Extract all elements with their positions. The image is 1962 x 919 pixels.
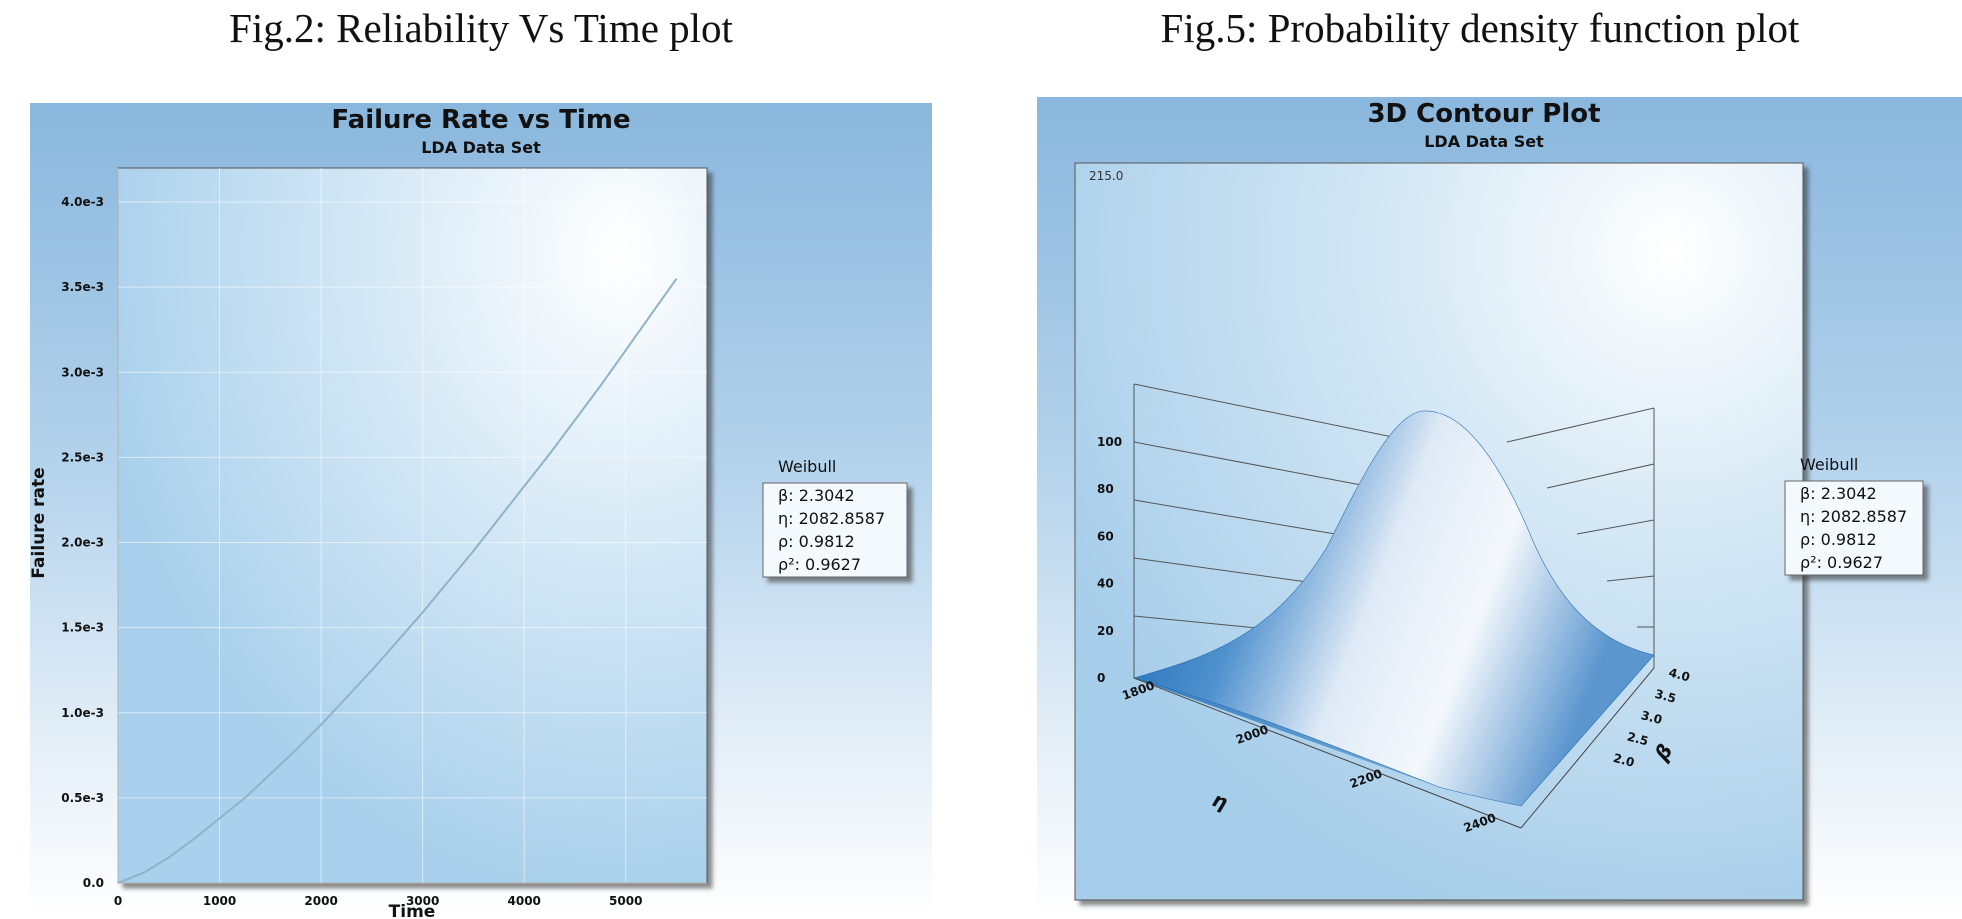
- beta-tick-label: 3.5: [1653, 687, 1677, 706]
- z-tick-label: 0: [1097, 671, 1105, 685]
- series-line-failure-rate[interactable]: [117, 278, 678, 884]
- legend-line-eta: η: 2082.8587: [1800, 507, 1907, 526]
- y-tick-label: 3.0e-3: [61, 365, 104, 379]
- y-tick-label: 3.5e-3: [61, 280, 104, 294]
- grid-lines: [117, 168, 707, 884]
- front-axes: [1133, 667, 1655, 829]
- figure-caption-right: Fig.5: Probability density function plot: [1160, 5, 1800, 51]
- x-tick-label: 3000: [406, 894, 439, 908]
- legend-box: [762, 482, 908, 578]
- beta-tick-label: 4.0: [1667, 665, 1691, 684]
- legend-line-beta: β: 2.3042: [778, 486, 855, 505]
- figure-caption-left: Fig.2: Reliability Vs Time plot: [229, 5, 733, 51]
- z-tick-label: 100: [1097, 435, 1122, 449]
- chart-subtitle: LDA Data Set: [1424, 132, 1544, 151]
- legend-title: Weibull: [1800, 455, 1858, 474]
- axis-ticks: 0 1000 2000 3000 4000 5000 0.0 0.5e-3 1.0e-3 1.5e…: [61, 195, 642, 908]
- beta-tick-label: 3.0: [1639, 708, 1663, 727]
- failure-rate-chart: Failure Rate vs Time LDA Data Set 0 1000 2…: [30, 105, 908, 919]
- x-tick-label: 0: [114, 894, 122, 908]
- legend-line-eta: η: 2082.8587: [778, 509, 885, 528]
- z-tick-label: 40: [1097, 577, 1114, 591]
- beta-axis-ticks: 2.0 2.5 3.0 3.5 4.0: [1612, 665, 1692, 769]
- legend-box: [1784, 480, 1924, 576]
- surface-peak[interactable]: [1132, 410, 1655, 807]
- back-walls: [1133, 383, 1655, 678]
- z-axis-ticks: 0 20 40 60 80 100: [1097, 435, 1122, 685]
- y-tick-label: 0.5e-3: [61, 791, 104, 805]
- legend-line-beta: β: 2.3042: [1800, 484, 1877, 503]
- chart-subtitle: LDA Data Set: [421, 138, 541, 157]
- chart-title: Failure Rate vs Time: [331, 105, 630, 135]
- legend-title: Weibull: [778, 457, 836, 476]
- legend-line-rho: ρ: 0.9812: [778, 532, 855, 551]
- x-axis-label: Time: [389, 902, 436, 919]
- x-tick-label: 1000: [203, 894, 236, 908]
- legend: Weibull β: 2.3042 η: 2082.8587 ρ: 0.9812…: [1784, 455, 1924, 576]
- legend-line-rho-squared: ρ²: 0.9627: [778, 555, 861, 574]
- y-tick-label: 2.5e-3: [61, 450, 104, 464]
- plot-area: [117, 167, 708, 884]
- x-tick-label: 5000: [609, 894, 642, 908]
- y-tick-label: 1.5e-3: [61, 621, 104, 635]
- x-tick-label: 2000: [304, 894, 337, 908]
- x-tick-label: 4000: [508, 894, 541, 908]
- contour-plot-chart: 3D Contour Plot LDA Data Set 215.0 0 20 40…: [1074, 99, 1924, 901]
- y-tick-label: 1.0e-3: [61, 706, 104, 720]
- corner-value-label: 215.0: [1089, 169, 1123, 183]
- beta-tick-label: 2.0: [1612, 751, 1636, 770]
- y-tick-label: 4.0e-3: [61, 195, 104, 209]
- legend: Weibull β: 2.3042 η: 2082.8587 ρ: 0.9812…: [762, 457, 908, 578]
- y-axis-label: Failure rate: [30, 467, 49, 578]
- failure-rate-chart-panel: Failure Rate vs Time LDA Data Set 0 1000 2…: [30, 103, 932, 919]
- chart-title: 3D Contour Plot: [1367, 99, 1600, 129]
- legend-line-rho: ρ: 0.9812: [1800, 530, 1877, 549]
- beta-tick-label: 2.5: [1626, 729, 1650, 748]
- legend-line-rho-squared: ρ²: 0.9627: [1800, 553, 1883, 572]
- y-tick-label: 2.0e-3: [61, 536, 104, 550]
- y-tick-label: 0.0: [83, 876, 104, 890]
- z-tick-label: 80: [1097, 482, 1114, 496]
- z-tick-label: 60: [1097, 529, 1114, 543]
- z-tick-label: 20: [1097, 624, 1114, 638]
- contour-plot-panel: 3D Contour Plot LDA Data Set 215.0 0 20 40…: [1037, 97, 1962, 919]
